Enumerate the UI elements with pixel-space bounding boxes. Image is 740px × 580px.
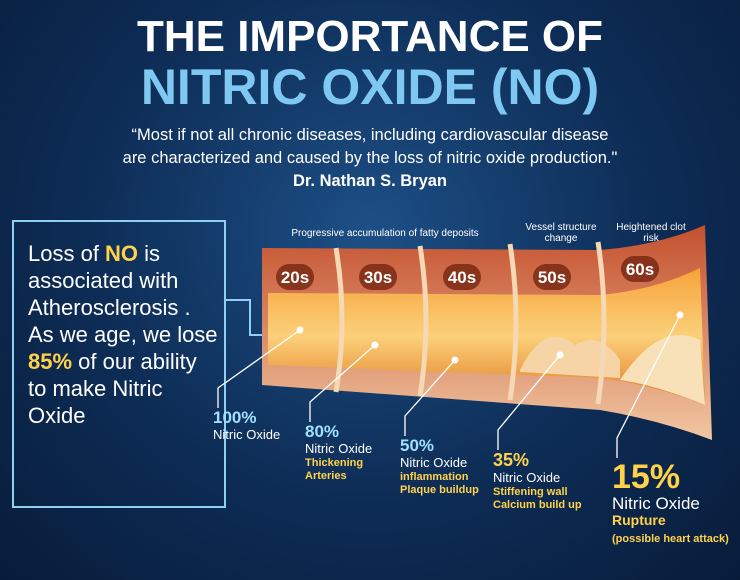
percent: 15% — [612, 458, 681, 496]
text: of our ability to make Nitric Oxide — [28, 349, 197, 428]
stage-note: Thickening — [305, 457, 364, 469]
title-line2: NITRIC OXIDE (NO) — [140, 59, 600, 115]
age-badge — [621, 256, 659, 282]
title-line1: THE IMPORTANCE OF — [136, 12, 604, 61]
text: Loss of — [28, 241, 106, 266]
leader-dot — [371, 341, 379, 349]
percent: 35% — [493, 450, 530, 470]
age-label: 20s — [281, 268, 309, 287]
age-label: 30s — [364, 268, 392, 287]
stage-label: Nitric Oxide — [612, 494, 700, 513]
stage-header: Heightened clot risk — [616, 222, 686, 244]
age-badge — [359, 264, 397, 290]
leader-dot — [451, 356, 459, 364]
leader-dot — [296, 326, 304, 334]
age-badge — [443, 264, 481, 290]
age-label: 40s — [448, 268, 476, 287]
stage-header: Progressive accumulation of fatty deposi… — [291, 228, 479, 239]
age-badge — [276, 264, 314, 290]
stage-note: Rupture — [612, 512, 666, 528]
quote-author: Dr. Nathan S. Bryan — [292, 172, 448, 190]
stage-note: Arteries — [305, 470, 347, 482]
percent: 50% — [400, 436, 435, 455]
plaque — [620, 335, 705, 405]
stage-header: Vessel structure change — [525, 222, 597, 244]
leader-line — [217, 329, 301, 408]
age-badge — [533, 264, 571, 290]
stage-note: Stiffening wall — [493, 486, 568, 498]
age-label: 50s — [538, 268, 566, 287]
stage-label: Nitric Oxide — [493, 470, 561, 485]
leader-line — [404, 359, 456, 436]
stage-label: Nitric Oxide — [213, 427, 281, 442]
text: is associated with Atherosclerosis . — [28, 241, 191, 320]
plaque — [520, 336, 620, 378]
percent: 100% — [213, 408, 257, 427]
stage-label: Nitric Oxide — [305, 441, 373, 456]
stage-note: (possible heart attack) — [612, 533, 729, 545]
text: NO — [105, 241, 139, 266]
quote-line: “Most if not all chronic diseases, inclu… — [131, 126, 609, 144]
quote-line: are characterized and caused by the loss… — [122, 149, 618, 167]
percent: 80% — [305, 422, 340, 441]
text: 85% — [28, 349, 73, 374]
leader-line — [309, 344, 376, 422]
leader-dot — [676, 311, 684, 319]
leader-dot — [556, 351, 564, 359]
segment-seam — [417, 245, 429, 397]
leader-line — [616, 314, 681, 458]
stage-note: Calcium build up — [493, 499, 582, 511]
stage-note: inflammation — [400, 471, 469, 483]
segment-seam — [595, 241, 607, 405]
age-label: 60s — [626, 260, 654, 279]
stage-label: Nitric Oxide — [400, 455, 468, 470]
segment-seam — [333, 247, 345, 393]
segment-seam — [507, 243, 519, 401]
sidebar: Loss of NO is associated with Atheroscle… — [12, 220, 226, 508]
text: As we age, we lose — [28, 322, 218, 347]
stage-note: Plaque buildup — [400, 484, 479, 496]
leader-line — [497, 354, 561, 450]
